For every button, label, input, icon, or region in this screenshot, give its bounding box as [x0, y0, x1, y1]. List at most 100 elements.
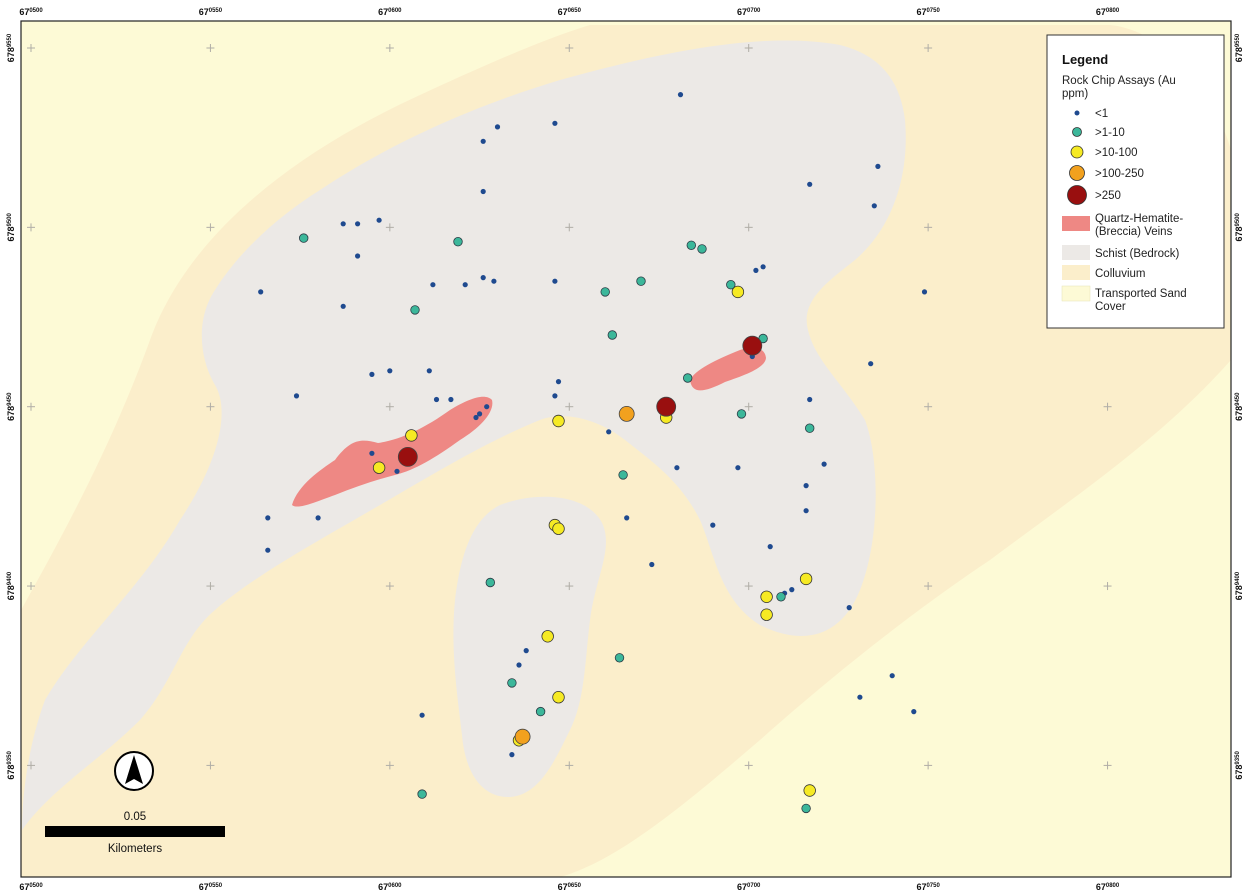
sample-lt1[interactable] [789, 587, 795, 593]
sample-lt1[interactable] [875, 163, 881, 169]
sample-lt1[interactable] [552, 278, 558, 284]
sample-lt1[interactable] [677, 92, 684, 98]
sample-lt1[interactable] [857, 694, 863, 700]
sample-1-10[interactable] [614, 653, 625, 663]
sample-lt1[interactable] [480, 275, 486, 281]
sample-lt1[interactable] [419, 712, 425, 718]
sample-lt1[interactable] [484, 404, 490, 410]
legend-item-gt250: >250 [1067, 185, 1121, 205]
sample-1-10[interactable] [697, 244, 707, 254]
sample-10-100[interactable] [405, 429, 418, 442]
sample-lt1[interactable] [674, 465, 680, 471]
sample-1-10[interactable] [453, 236, 463, 247]
sample-gt250[interactable] [656, 396, 677, 417]
sample-1-10[interactable] [683, 373, 693, 383]
sample-1-10[interactable] [776, 592, 786, 602]
sample-1-10[interactable] [618, 470, 628, 480]
sample-10-100[interactable] [552, 414, 565, 428]
sample-lt1[interactable] [753, 267, 759, 273]
sample-lt1[interactable] [376, 217, 382, 223]
sample-lt1[interactable] [803, 508, 809, 514]
sample-1-10[interactable] [535, 706, 546, 717]
sample-lt1[interactable] [710, 522, 716, 528]
sample-lt1[interactable] [871, 203, 877, 209]
sample-1-10[interactable] [686, 240, 697, 251]
sample-lt1[interactable] [606, 429, 612, 435]
sample-lt1[interactable] [516, 662, 522, 668]
sample-100-250[interactable] [618, 405, 635, 422]
rock-chip-samples[interactable] [258, 92, 928, 814]
sample-lt1[interactable] [462, 282, 468, 288]
sample-lt1[interactable] [494, 124, 501, 130]
sample-lt1[interactable] [369, 450, 375, 456]
sample-lt1[interactable] [426, 368, 432, 374]
sample-1-10[interactable] [299, 233, 309, 243]
sample-lt1[interactable] [480, 138, 486, 144]
sample-lt1[interactable] [355, 221, 361, 227]
sample-10-100[interactable] [799, 572, 813, 586]
sample-100-250[interactable] [514, 728, 531, 745]
sample-lt1[interactable] [649, 561, 655, 568]
sample-1-10[interactable] [805, 423, 815, 433]
sample-lt1[interactable] [394, 468, 400, 474]
sample-lt1[interactable] [433, 396, 440, 403]
sample-lt1[interactable] [477, 411, 483, 417]
sample-1-10[interactable] [736, 409, 747, 419]
sample-lt1[interactable] [921, 289, 928, 295]
sample-lt1[interactable] [293, 393, 300, 399]
sample-lt1[interactable] [355, 253, 361, 259]
sample-10-100[interactable] [541, 630, 554, 643]
sample-10-100[interactable] [372, 461, 386, 474]
sample-gt250[interactable] [742, 335, 763, 356]
sample-10-100[interactable] [760, 608, 773, 621]
quartz-hematite-vein [690, 347, 766, 391]
sample-lt1[interactable] [889, 673, 895, 679]
sample-lt1[interactable] [821, 461, 827, 467]
sample-lt1[interactable] [473, 414, 479, 421]
sample-lt1[interactable] [803, 483, 809, 489]
sample-lt1[interactable] [369, 371, 375, 377]
sample-1-10[interactable] [485, 577, 496, 588]
sample-10-100[interactable] [760, 590, 773, 604]
sample-lt1[interactable] [430, 282, 436, 288]
sample-lt1[interactable] [523, 648, 529, 654]
sample-lt1[interactable] [552, 393, 558, 399]
sample-1-10[interactable] [410, 305, 420, 315]
sample-lt1[interactable] [911, 709, 917, 715]
sample-1-10[interactable] [607, 330, 618, 340]
sample-10-100[interactable] [552, 522, 565, 535]
sample-lt1[interactable] [340, 303, 346, 309]
sample-1-10[interactable] [801, 803, 811, 814]
sample-lt1[interactable] [480, 188, 486, 195]
sample-lt1[interactable] [807, 396, 813, 403]
sample-gt250[interactable] [397, 446, 418, 467]
sample-lt1[interactable] [767, 544, 773, 550]
sample-lt1[interactable] [509, 752, 515, 758]
sample-lt1[interactable] [624, 515, 630, 521]
sample-1-10[interactable] [600, 287, 610, 297]
sample-lt1[interactable] [315, 515, 321, 521]
sample-lt1[interactable] [448, 396, 454, 403]
sample-lt1[interactable] [807, 181, 813, 187]
sample-lt1[interactable] [387, 368, 393, 374]
sample-lt1[interactable] [552, 120, 558, 126]
sample-lt1[interactable] [846, 605, 852, 611]
sample-lt1[interactable] [340, 221, 346, 227]
sample-lt1[interactable] [868, 361, 874, 367]
sample-lt1[interactable] [265, 515, 271, 521]
sample-lt1[interactable] [258, 289, 264, 295]
sample-1-10[interactable] [507, 678, 517, 688]
sample-1-10[interactable] [636, 276, 646, 286]
sample-10-100[interactable] [731, 285, 745, 299]
sample-lt1[interactable] [555, 379, 562, 385]
sample-10-100[interactable] [803, 784, 816, 797]
sample-lt1[interactable] [760, 264, 766, 270]
legend-label-1-10: >1-10 [1095, 127, 1125, 139]
sample-lt1[interactable] [265, 547, 271, 553]
sample-lt1[interactable] [491, 278, 497, 284]
sample-lt1[interactable] [735, 465, 741, 471]
sample-1-10[interactable] [726, 280, 736, 290]
sample-1-10[interactable] [417, 789, 427, 799]
sample-10-100[interactable] [552, 691, 565, 704]
